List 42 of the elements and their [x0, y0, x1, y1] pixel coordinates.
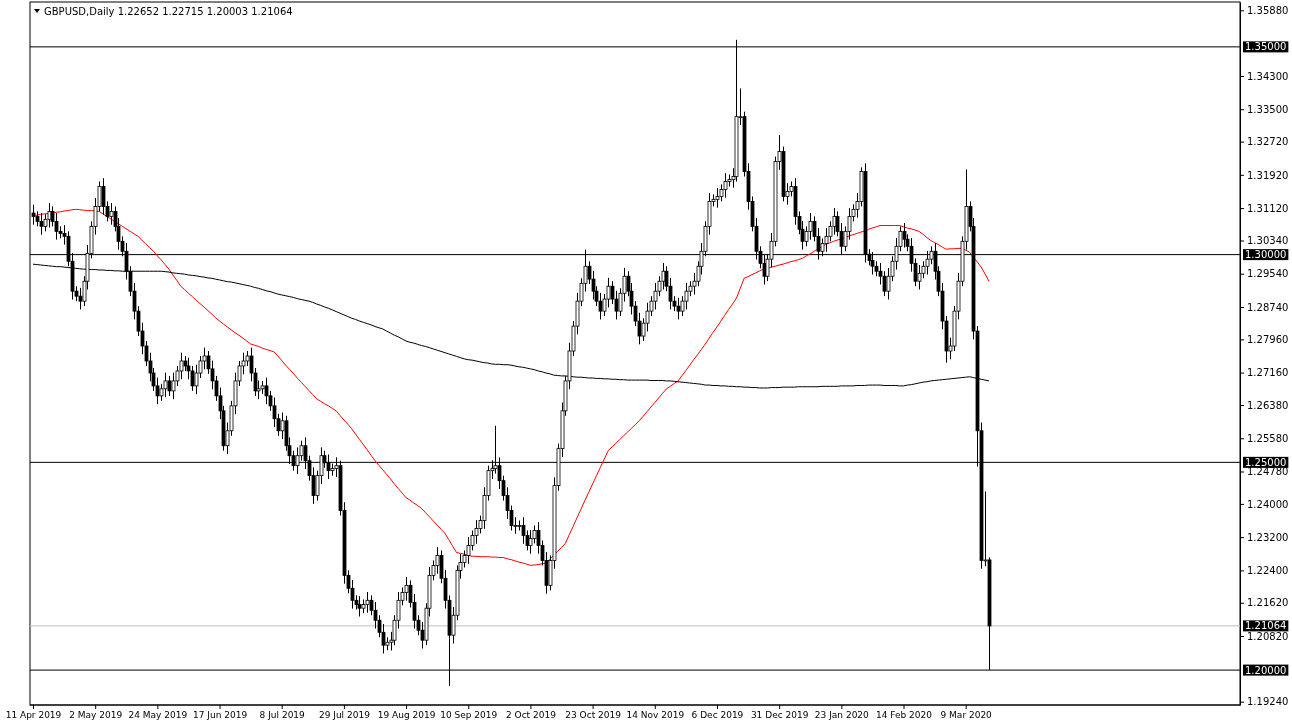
- x-tick-label: 24 May 2019: [128, 710, 188, 721]
- y-tick-label: 1.23200: [1247, 531, 1289, 543]
- x-tick-label: 8 Jul 2019: [259, 710, 306, 721]
- y-tick-label: 1.27960: [1247, 334, 1289, 346]
- x-tick-label: 2 May 2019: [69, 710, 123, 721]
- y-tick-label: 1.35880: [1247, 5, 1289, 17]
- ref-line-label: 1.35000: [1245, 41, 1287, 53]
- x-tick-label: 2 Oct 2019: [505, 710, 557, 721]
- ref-line-label: 1.20000: [1245, 664, 1287, 676]
- y-tick-label: 1.19240: [1247, 696, 1289, 708]
- x-tick-label: 9 Mar 2020: [940, 710, 993, 721]
- y-tick-label: 1.31920: [1247, 169, 1289, 181]
- x-tick-label: 23 Jan 2020: [814, 710, 870, 721]
- y-tick-label: 1.28740: [1247, 301, 1289, 313]
- x-tick-label: 11 Apr 2019: [5, 710, 62, 721]
- ref-line-label: 1.21064: [1245, 620, 1287, 632]
- y-tick-label: 1.34300: [1247, 70, 1289, 82]
- x-tick-label: 6 Dec 2019: [691, 710, 744, 721]
- ref-line-label: 1.30000: [1245, 249, 1287, 261]
- y-tick-label: 1.31120: [1247, 202, 1289, 214]
- y-tick-label: 1.20820: [1247, 630, 1289, 642]
- x-tick-label: 17 Jun 2019: [192, 710, 248, 721]
- y-tick-label: 1.29540: [1247, 268, 1289, 280]
- x-tick-label: 10 Sep 2019: [440, 710, 498, 721]
- y-tick-label: 1.25580: [1247, 432, 1289, 444]
- x-tick-label: 14 Nov 2019: [626, 710, 685, 721]
- y-tick-label: 1.32720: [1247, 136, 1289, 148]
- x-tick-label: 14 Feb 2020: [876, 710, 933, 721]
- x-tick-label: 23 Oct 2019: [565, 710, 622, 721]
- x-tick-label: 29 Jul 2019: [318, 710, 371, 721]
- ref-line-label: 1.25000: [1245, 456, 1287, 468]
- y-tick-label: 1.33500: [1247, 103, 1289, 115]
- y-tick-label: 1.30340: [1247, 235, 1289, 247]
- y-tick-label: 1.22400: [1247, 565, 1289, 577]
- chart-title: GBPUSD,Daily 1.22652 1.22715 1.20003 1.21064: [44, 6, 293, 17]
- y-tick-label: 1.21620: [1247, 597, 1289, 609]
- y-tick-label: 1.27160: [1247, 367, 1289, 379]
- y-tick-label: 1.24000: [1247, 498, 1289, 510]
- y-tick-label: 1.24780: [1247, 466, 1289, 478]
- x-tick-label: 31 Dec 2019: [750, 710, 809, 721]
- y-tick-label: 1.26380: [1247, 399, 1289, 411]
- x-tick-label: 19 Aug 2019: [377, 710, 436, 721]
